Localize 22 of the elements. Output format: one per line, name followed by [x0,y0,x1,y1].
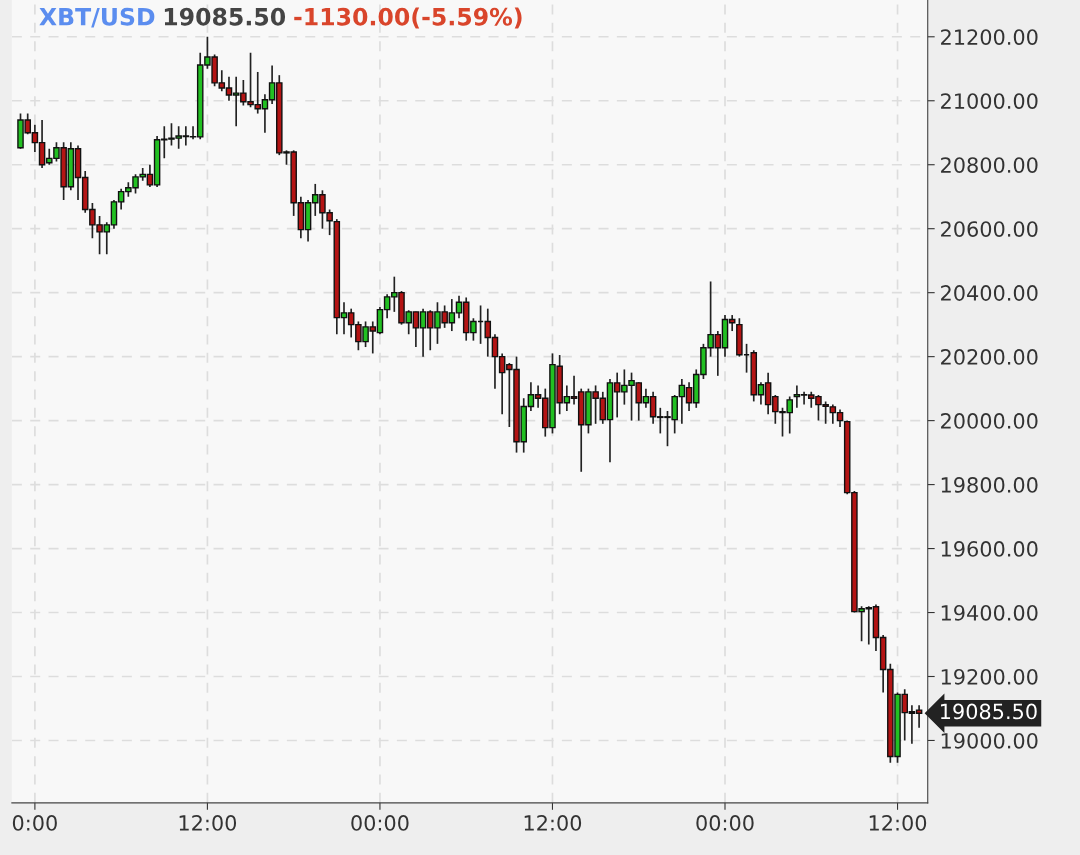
annotation: -1130.00(-5.59%) [294,7,522,29]
y-tick-label: 20600.00 [941,221,1038,237]
x-tick-label: 12:00 [179,815,237,831]
x-tick-label: 12:00 [524,815,582,831]
text: 19085.50 [941,703,1037,720]
x-tick-label: 00:00 [351,815,409,831]
x-tick-label: 00:00 [696,815,754,831]
y-tick-label: 19200.00 [941,668,1038,685]
y-tick-label: 19600.00 [941,541,1038,557]
y-tick-label: 20000.00 [941,413,1038,429]
x-tick-label: 12:00 [869,815,927,831]
y-tick-label: 19400.00 [941,604,1038,621]
y-tick-label: 19000.00 [941,732,1038,749]
y-tick-label: 20200.00 [941,349,1038,365]
chart-subtitle: 19085.50 [164,7,286,26]
y-tick-label: 21200.00 [941,29,1038,45]
y-tick-label: 20400.00 [941,285,1038,301]
y-tick-label: 19800.00 [941,477,1038,493]
x-tick-label: 0:00 [12,815,57,831]
y-tick-label: 21000.00 [941,93,1038,109]
chart-title: XBT/USD [39,7,155,28]
y-tick-label: 20800.00 [941,157,1038,173]
